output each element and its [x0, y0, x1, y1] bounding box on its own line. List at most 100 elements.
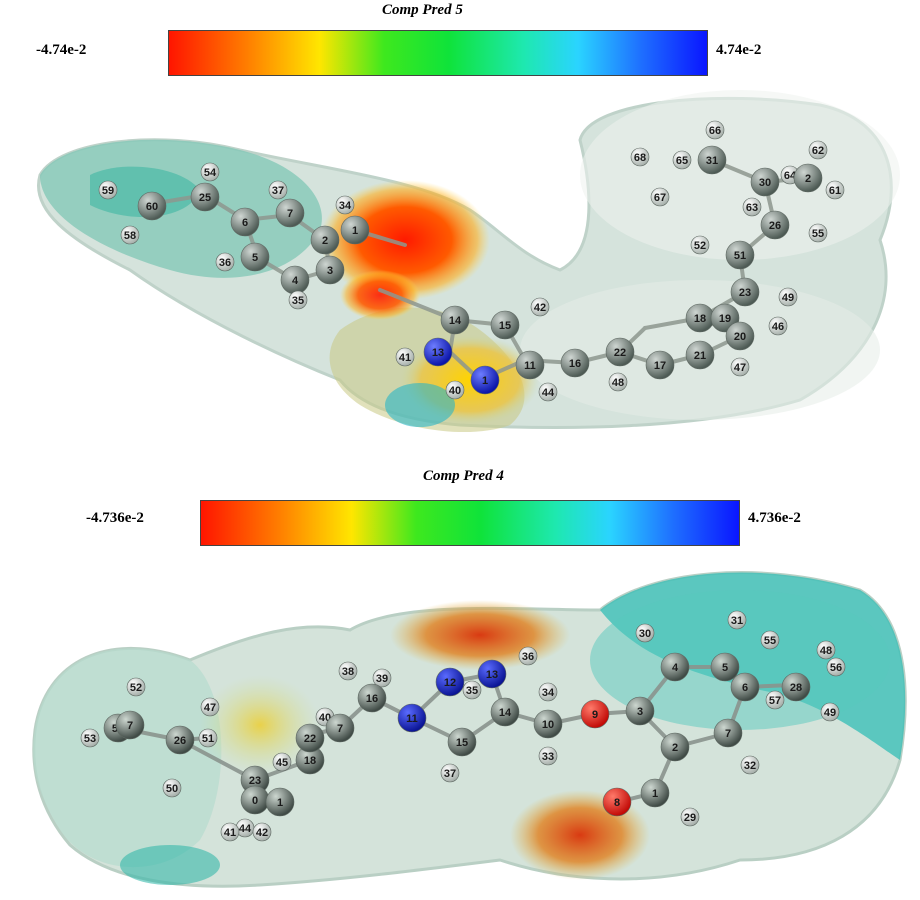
bottom-atom-number-label: 10 — [542, 719, 554, 731]
bottom-atom-number-label: 3 — [637, 706, 643, 718]
panel-comp-pred-5: Comp Pred 5 -4.74e-2 4.74e-2 — [0, 0, 920, 445]
top-hydrogen-atom — [395, 347, 415, 367]
bottom-hydrogen-atom — [826, 657, 846, 677]
top-carbon-atom — [440, 305, 470, 335]
top-carbon-atom — [190, 182, 220, 212]
bottom-hydrogen-atom — [727, 610, 747, 630]
bottom-nitrogen-atom — [477, 659, 507, 689]
top-carbon-atom — [697, 145, 727, 175]
bottom-atom-number-label: 28 — [790, 682, 802, 694]
top-atom-number-label: 30 — [759, 177, 771, 189]
top-hydrogen-atom — [808, 223, 828, 243]
top-hydrogen-atom — [530, 297, 550, 317]
top-atom-number-label: 67 — [654, 192, 666, 204]
bottom-atom-number-label: 8 — [614, 797, 620, 809]
scale-max-label-bottom: 4.736e-2 — [748, 510, 801, 526]
bottom-atom-number-label: 55 — [764, 635, 776, 647]
bottom-atom-number-label: 52 — [130, 682, 142, 694]
bottom-carbon-atom — [533, 709, 563, 739]
top-atom-number-label: 48 — [612, 377, 624, 389]
top-atom-number-label: 68 — [634, 152, 646, 164]
top-atom-number-label: 61 — [829, 185, 841, 197]
top-atom-number-label: 35 — [292, 295, 304, 307]
bottom-atom-number-label: 57 — [769, 695, 781, 707]
top-atom-number-label: 46 — [772, 321, 784, 333]
top-atom-number-label: 54 — [204, 167, 217, 179]
top-atom-number-label: 40 — [449, 385, 461, 397]
bottom-atom-number-label: 22 — [304, 733, 316, 745]
top-atom-number-label: 17 — [654, 360, 666, 372]
bottom-carbon-atom — [447, 727, 477, 757]
bottom-hydrogen-atom — [162, 778, 182, 798]
bottom-hydrogen-atom — [760, 630, 780, 650]
bottom-hydrogen-atom — [80, 728, 100, 748]
bottom-hydrogen-atom — [765, 690, 785, 710]
top-atom-number-label: 31 — [706, 155, 718, 167]
bottom-atom-number-label: 6 — [742, 682, 748, 694]
top-atom-number-label: 2 — [805, 173, 811, 185]
bottom-hydrogen-atom — [462, 680, 482, 700]
bottom-hydrogen-atom — [680, 807, 700, 827]
top-hydrogen-atom — [288, 290, 308, 310]
top-carbon-atom — [793, 163, 823, 193]
bottom-atom-number-label: 15 — [456, 737, 468, 749]
top-atom-number-label: 26 — [769, 220, 781, 232]
top-carbon-atom — [725, 240, 755, 270]
top-carbon-atom — [275, 198, 305, 228]
top-atom-number-label: 1 — [352, 225, 358, 237]
top-atom-number-label: 18 — [694, 313, 706, 325]
top-atom-number-label: 47 — [734, 362, 746, 374]
top-atom-number-label: 34 — [339, 200, 352, 212]
bottom-atom-number-label: 32 — [744, 760, 756, 772]
top-atom-number-label: 3 — [327, 265, 333, 277]
top-hydrogen-atom — [672, 150, 692, 170]
bottom-atom-number-label: 47 — [204, 702, 216, 714]
top-carbon-atom — [315, 255, 345, 285]
top-carbon-atom — [230, 207, 260, 237]
scale-min-label-bottom: -4.736e-2 — [86, 510, 144, 526]
bottom-hydrogen-atom — [272, 752, 292, 772]
bottom-hydrogen-atom — [252, 822, 272, 842]
bottom-atom-number-label: 5 — [722, 662, 728, 674]
bottom-carbon-atom — [730, 672, 760, 702]
bottom-hydrogen-atom — [338, 661, 358, 681]
top-hydrogen-atom — [705, 120, 725, 140]
top-hydrogen-atom — [120, 225, 140, 245]
top-atom-number-label: 21 — [694, 350, 706, 362]
bottom-hydrogen-atom — [820, 702, 840, 722]
bottom-hydrogen-atom — [816, 640, 836, 660]
top-atom-number-label: 65 — [676, 155, 688, 167]
top-carbon-atom — [310, 225, 340, 255]
top-atom-number-label: 6 — [242, 217, 248, 229]
bottom-atom-number-label: 12 — [444, 677, 456, 689]
bottom-atom-number-label: 1 — [277, 797, 283, 809]
bottom-atom-number-label: 23 — [249, 775, 261, 787]
bottom-carbon-atom — [781, 672, 811, 702]
bottom-oxygen-atom — [580, 699, 610, 729]
bottom-atom-number-label: 56 — [830, 662, 842, 674]
title-comp-pred-4: Comp Pred 4 — [423, 468, 504, 484]
bottom-carbon-atom — [710, 652, 740, 682]
top-hydrogen-atom — [608, 372, 628, 392]
top-atom-number-label: 42 — [534, 302, 546, 314]
bottom-atom-number-label: 29 — [684, 812, 696, 824]
bottom-carbon-atom — [115, 710, 145, 740]
top-hydrogen-atom — [650, 187, 670, 207]
top-atom-number-label: 49 — [782, 292, 794, 304]
top-atom-number-label: 19 — [719, 313, 731, 325]
color-scale-bar — [168, 30, 708, 76]
bottom-atom-number-label: 49 — [824, 707, 836, 719]
bottom-atom-number-label: 51 — [202, 733, 214, 745]
top-hydrogen-atom — [778, 287, 798, 307]
top-hydrogen-atom — [200, 162, 220, 182]
scale-min-label: -4.74e-2 — [36, 42, 87, 58]
top-atom-number-label: 20 — [734, 331, 746, 343]
bottom-carbon-atom — [490, 697, 520, 727]
top-atom-number-label: 41 — [399, 352, 411, 364]
top-atom-number-label: 4 — [292, 275, 299, 287]
top-nitrogen-atom — [470, 365, 500, 395]
bottom-hydrogen-atom — [538, 682, 558, 702]
top-hydrogen-atom — [445, 380, 465, 400]
bottom-atom-number-label: 37 — [444, 768, 456, 780]
